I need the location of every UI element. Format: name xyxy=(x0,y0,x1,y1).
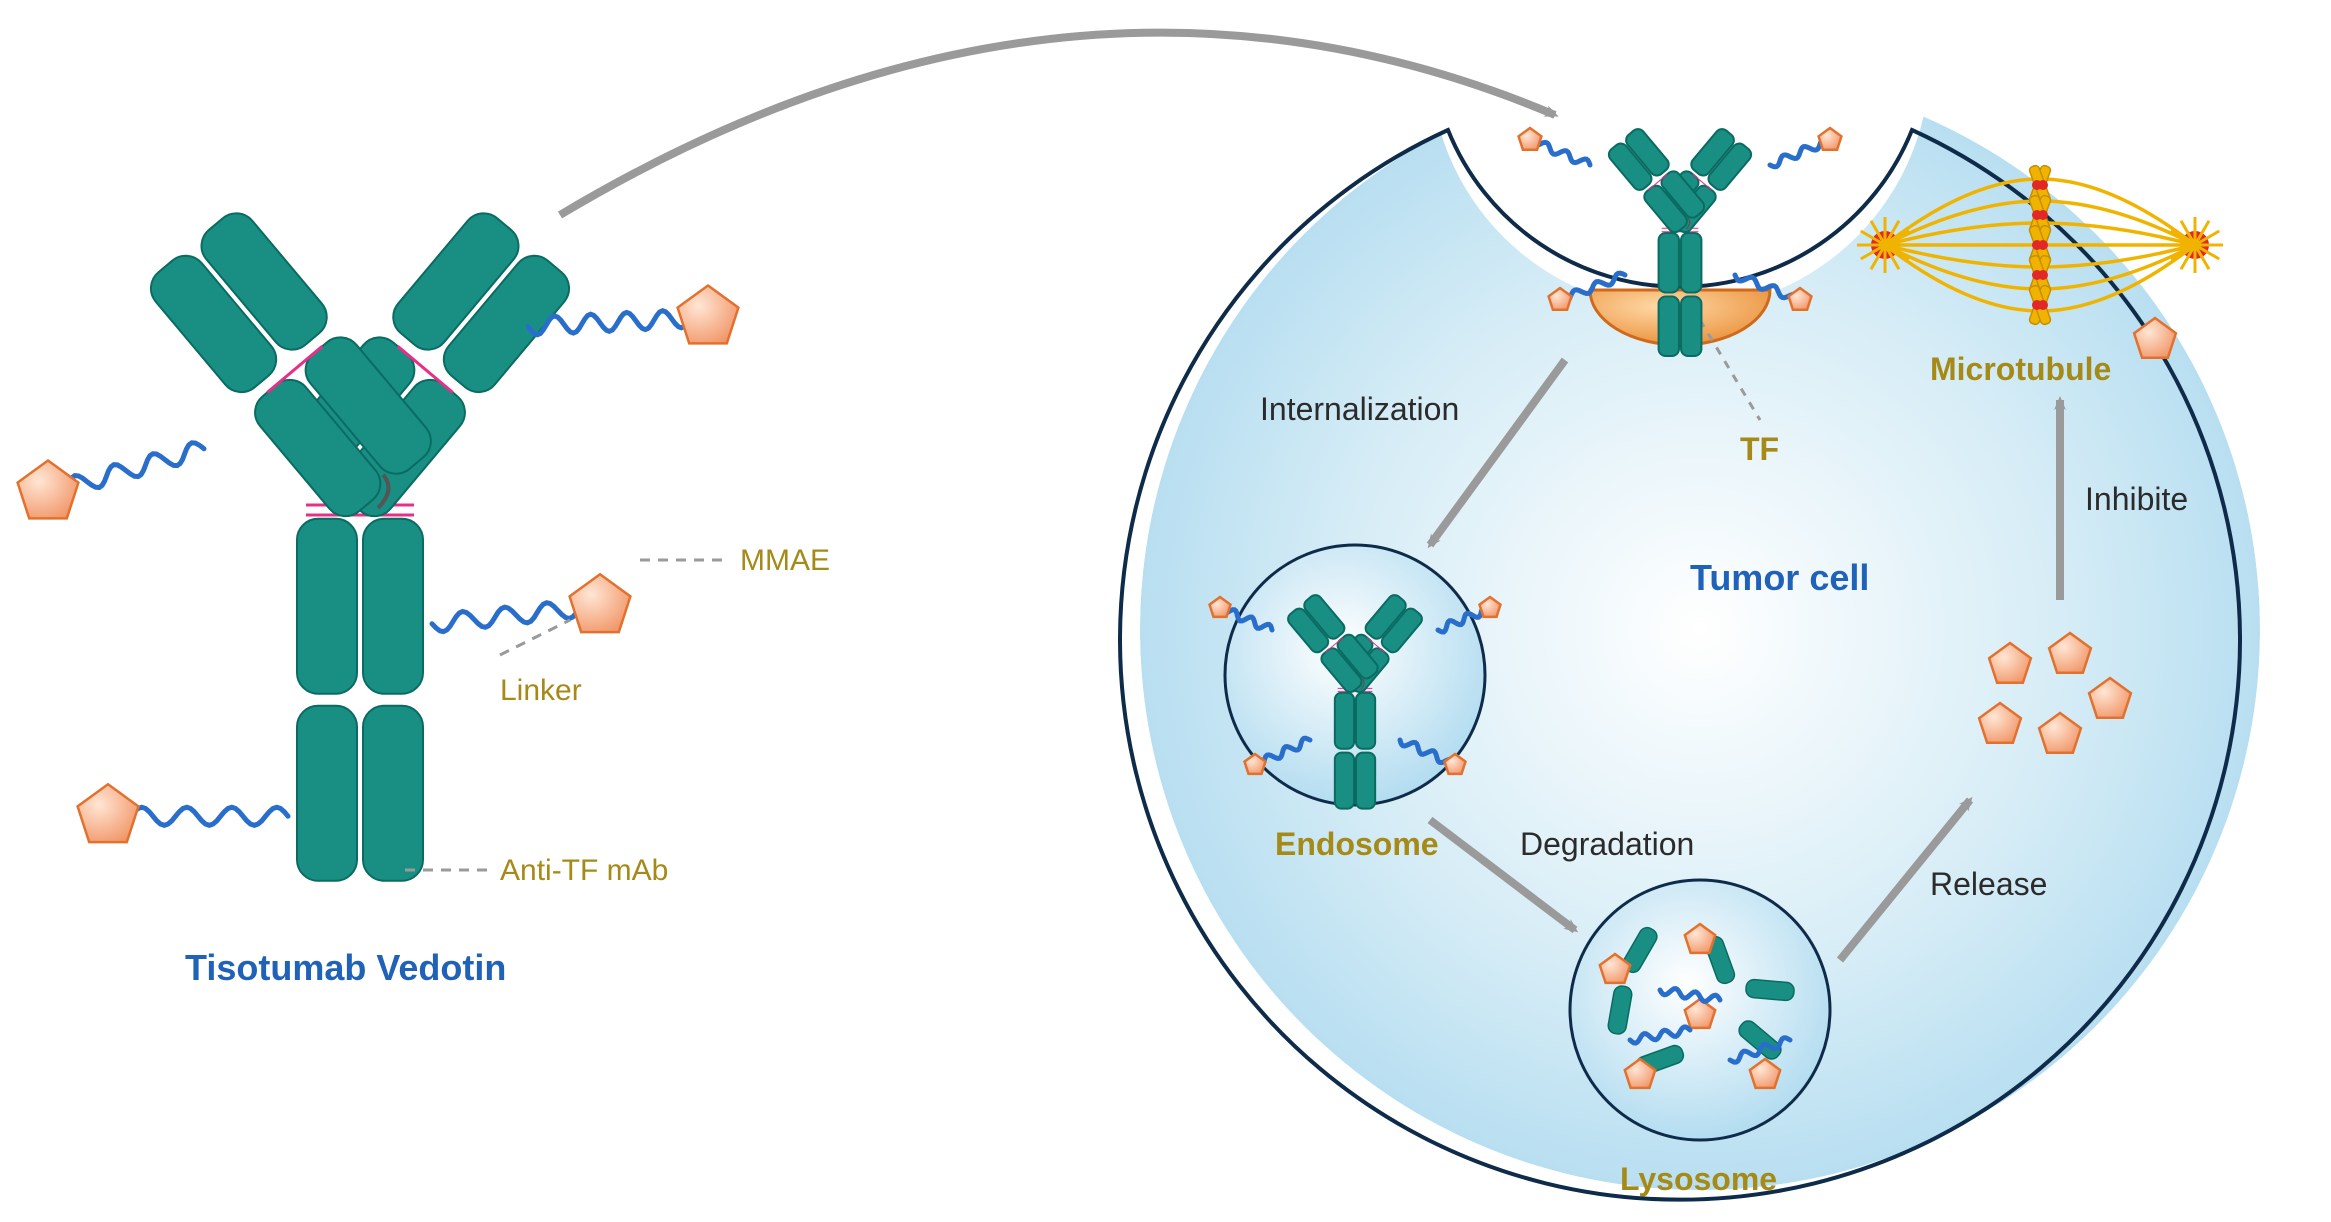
antibody-domain-segment xyxy=(1335,753,1354,809)
tumor-cell-label: Tumor cell xyxy=(1690,557,1869,598)
linker-callout-line xyxy=(500,620,570,655)
antibody-domain-segment xyxy=(297,706,357,881)
antibody-domain-segment xyxy=(363,706,423,881)
internalization-label: Internalization xyxy=(1260,391,1459,427)
antibody-domain-segment xyxy=(1356,693,1375,749)
antibody-domain-segment xyxy=(1356,753,1375,809)
inhibit-label: Inhibite xyxy=(2085,481,2188,517)
mmae-payload-icon xyxy=(18,461,79,519)
lysosome xyxy=(1570,880,1830,1140)
antibody-domain-segment xyxy=(363,519,423,694)
release-label: Release xyxy=(1930,866,2047,902)
lysosome-label: Lysosome xyxy=(1620,1161,1777,1197)
drug-name-label: Tisotumab Vedotin xyxy=(185,947,506,988)
anti-tf-label: Anti-TF mAb xyxy=(500,854,668,887)
linker-label: Linker xyxy=(500,674,582,707)
mmae-payload-icon xyxy=(570,574,631,632)
microtubule-label: Microtubule xyxy=(1930,351,2111,387)
antibody-domain-segment xyxy=(1681,233,1701,293)
antibody-domain-segment xyxy=(1335,693,1354,749)
antibody-domain-segment xyxy=(1659,233,1679,293)
mmae-payload-icon xyxy=(78,784,139,842)
antibody-domain-segment xyxy=(1681,297,1701,357)
antibody-domain-segment xyxy=(297,519,357,694)
tisotumab-vedotin-structure xyxy=(18,205,739,881)
mmae-payload-icon xyxy=(678,286,739,344)
endosome-label: Endosome xyxy=(1275,826,1439,862)
degradation-label: Degradation xyxy=(1520,826,1694,862)
tf-label: TF xyxy=(1740,431,1779,467)
mmae-label: MMAE xyxy=(740,544,830,577)
antibody-domain-segment xyxy=(1659,297,1679,357)
adc-mechanism-diagram: Tisotumab Vedotin MMAE Linker Anti-TF mA… xyxy=(0,0,2331,1222)
